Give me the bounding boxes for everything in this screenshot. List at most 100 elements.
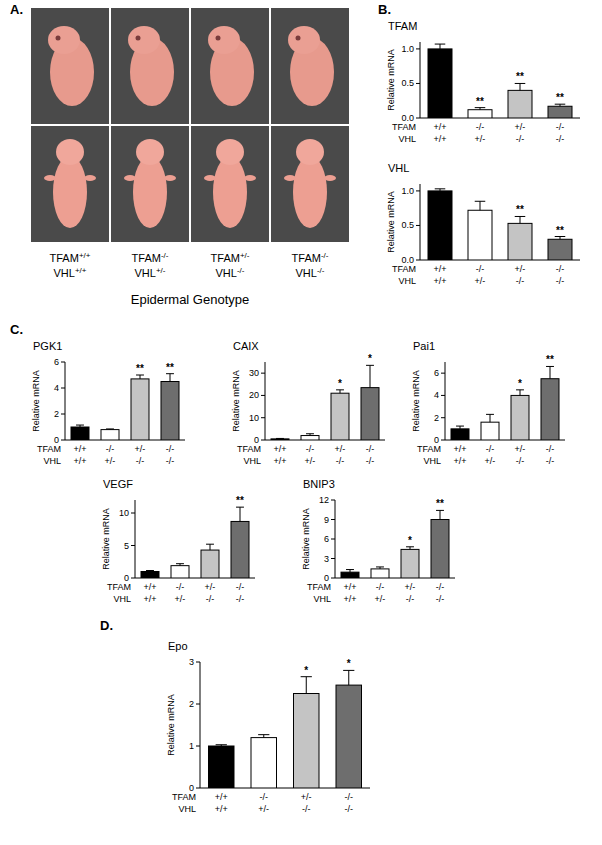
y-tick bbox=[441, 440, 445, 441]
y-tick bbox=[61, 388, 65, 389]
pup-eye bbox=[56, 36, 61, 41]
y-tick bbox=[331, 558, 335, 559]
chart-title: BNIP3 bbox=[303, 478, 335, 490]
bars bbox=[341, 510, 449, 578]
category-label: -/- bbox=[556, 264, 565, 274]
y-tick-label: 4 bbox=[54, 383, 59, 393]
chart-title: Pai1 bbox=[413, 340, 435, 352]
caption: Epidermal Genotype bbox=[131, 292, 250, 307]
category-label: +/+ bbox=[453, 444, 466, 454]
y-axis-label: Relative mRNA bbox=[386, 49, 396, 111]
error-bar bbox=[436, 510, 444, 519]
category-label: +/- bbox=[515, 264, 526, 274]
significance: ** bbox=[556, 92, 564, 103]
bar bbox=[131, 379, 149, 440]
category-row-name: TFAM bbox=[417, 444, 441, 454]
bar bbox=[341, 572, 359, 578]
y-tick-label: 4 bbox=[434, 390, 439, 400]
pup-body bbox=[133, 156, 167, 228]
category-label: -/- bbox=[336, 456, 345, 466]
bar bbox=[361, 388, 379, 440]
y-tick bbox=[61, 414, 65, 415]
y-axis-label: Relative mRNA bbox=[231, 370, 241, 432]
significance: * bbox=[304, 665, 308, 676]
pup-head bbox=[288, 26, 320, 54]
y-tick bbox=[131, 513, 135, 514]
category-row-name: TFAM bbox=[172, 792, 196, 802]
photo-background bbox=[111, 8, 189, 124]
category-label: +/- bbox=[515, 444, 526, 454]
category-label: +/+ bbox=[143, 582, 156, 592]
y-tick-label: 2 bbox=[434, 413, 439, 423]
error-bar bbox=[435, 44, 446, 49]
y-tick bbox=[441, 395, 445, 396]
y-tick-label: 12 bbox=[319, 495, 329, 505]
y-tick bbox=[61, 440, 65, 441]
bar bbox=[431, 520, 449, 579]
photo-background bbox=[111, 126, 189, 242]
y-tick bbox=[196, 788, 200, 789]
category-row-name: VHL bbox=[178, 804, 196, 814]
photo-background bbox=[271, 8, 349, 124]
significance: * bbox=[347, 658, 351, 669]
y-tick bbox=[331, 578, 335, 579]
y-tick bbox=[261, 395, 265, 396]
y-tick-label: 10 bbox=[119, 508, 129, 518]
pup-photo bbox=[31, 8, 109, 124]
chart-title: CAIX bbox=[233, 340, 259, 352]
pup-head bbox=[128, 26, 160, 54]
genotype: -/- bbox=[237, 266, 245, 275]
y-tick bbox=[131, 578, 135, 579]
bar bbox=[331, 393, 349, 440]
error-bar bbox=[343, 670, 354, 685]
significance: * bbox=[368, 353, 372, 364]
category-label: -/- bbox=[516, 134, 525, 144]
bar-chart: VHLRelative mRNA0.00.51.0+/++/+-/-+/-**+… bbox=[386, 162, 580, 286]
category-label: -/- bbox=[236, 594, 245, 604]
y-axis bbox=[135, 500, 136, 578]
category-label: +/+ bbox=[273, 444, 286, 454]
y-axis bbox=[420, 42, 421, 118]
y-tick bbox=[416, 260, 420, 261]
category-label: -/- bbox=[136, 456, 145, 466]
category-row-name: TFAM bbox=[37, 444, 61, 454]
y-tick bbox=[196, 704, 200, 705]
pup-photo bbox=[271, 8, 349, 124]
bar bbox=[428, 191, 452, 260]
y-axis-label: Relative mRNA bbox=[301, 508, 311, 570]
bar-chart: TFAMRelative mRNA0.00.51.0+/++/+**-/-+/-… bbox=[386, 20, 580, 144]
error-bar bbox=[555, 104, 566, 106]
error-bar bbox=[346, 570, 354, 573]
gene-name: VHL bbox=[296, 267, 317, 279]
bar bbox=[541, 379, 559, 440]
y-tick-label: 6 bbox=[324, 534, 329, 544]
y-tick-label: 1.0 bbox=[401, 44, 414, 54]
error-bar bbox=[516, 390, 524, 396]
y-tick bbox=[196, 746, 200, 747]
bar bbox=[336, 685, 362, 788]
y-tick-label: 9 bbox=[324, 515, 329, 525]
error-bar bbox=[546, 366, 554, 378]
pup-photo bbox=[111, 126, 189, 242]
genotype-label: VHL+/+ bbox=[54, 266, 87, 280]
pup-head bbox=[136, 139, 164, 165]
pup-body bbox=[293, 156, 327, 228]
category-label: -/- bbox=[476, 264, 485, 274]
category-row-name: TFAM bbox=[392, 122, 416, 132]
bar bbox=[548, 106, 572, 118]
y-tick-label: 20 bbox=[249, 390, 259, 400]
panel-label: A. bbox=[10, 2, 23, 17]
bar bbox=[468, 110, 492, 118]
category-label: -/- bbox=[166, 456, 175, 466]
y-tick bbox=[441, 373, 445, 374]
error-bar bbox=[456, 426, 464, 429]
significance: * bbox=[408, 535, 412, 546]
category-row-name: VHL bbox=[398, 134, 416, 144]
y-tick bbox=[416, 48, 420, 49]
error-bar bbox=[376, 567, 384, 569]
bar bbox=[231, 521, 249, 578]
category-label: +/+ bbox=[343, 582, 356, 592]
category-label: -/- bbox=[345, 792, 354, 802]
y-axis bbox=[420, 184, 421, 260]
error-bar bbox=[366, 365, 374, 387]
